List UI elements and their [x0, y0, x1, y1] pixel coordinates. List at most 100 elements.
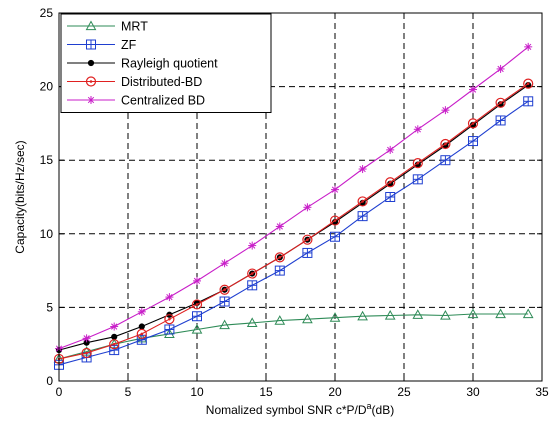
marker-star — [110, 322, 119, 331]
marker-square — [440, 155, 451, 166]
marker-square — [109, 345, 120, 356]
marker-circle-ring — [329, 215, 341, 226]
marker-star-d2 — [249, 242, 256, 249]
marker-square — [357, 211, 368, 222]
marker-star-d2 — [497, 65, 504, 73]
marker-circle — [357, 196, 368, 207]
marker-circle-ring — [191, 299, 203, 310]
marker-square — [192, 311, 202, 322]
marker-star-d2 — [166, 293, 173, 301]
marker-circle-ring — [136, 328, 147, 339]
marker-star — [220, 259, 229, 268]
marker-circle-dot — [499, 101, 502, 105]
x-tick-label: 25 — [397, 385, 411, 399]
series-line-centralized-bd — [58, 46, 529, 350]
marker-star — [496, 64, 505, 73]
marker-star-d2 — [469, 86, 477, 93]
marker-circle — [274, 252, 285, 263]
series-zf — [54, 96, 534, 370]
marker-circle-dot — [361, 200, 364, 203]
marker-star — [137, 307, 146, 316]
marker-star — [82, 334, 91, 343]
marker-circle-ring — [164, 314, 175, 325]
y-tick-label: 25 — [40, 6, 54, 20]
marker-circle-dot — [416, 161, 420, 165]
marker-dot — [87, 59, 95, 67]
marker-square — [330, 231, 340, 242]
x-tick-label: 20 — [328, 385, 342, 399]
marker-circle-dot — [444, 142, 447, 146]
marker-star-d2 — [525, 43, 532, 51]
marker-circle-dot — [168, 317, 171, 321]
marker-circle-ring — [495, 97, 506, 108]
marker-circle — [247, 268, 258, 279]
marker-circle — [109, 339, 120, 350]
axis-ticks: 0 5 10 15 20 25 30 35 0 5 10 15 20 25 — [40, 6, 549, 399]
legend-entry-zf: ZF — [67, 38, 137, 52]
y-tick-label: 10 — [40, 227, 54, 241]
marker-triangle — [274, 315, 286, 325]
marker-star — [413, 125, 422, 134]
marker-star-d2 — [83, 335, 90, 342]
x-tick-label: 10 — [190, 385, 204, 399]
marker-star — [303, 203, 312, 212]
marker-star — [87, 96, 95, 104]
marker-circle — [85, 76, 97, 87]
marker-square — [523, 96, 534, 107]
marker-circle — [302, 234, 313, 245]
marker-circle-dot — [112, 342, 116, 346]
marker-circle-ring — [357, 196, 368, 207]
marker-circle-ring — [440, 138, 451, 150]
legend-label: Distributed-BD — [121, 75, 202, 89]
marker-star-d2 — [414, 126, 421, 133]
marker-circle — [136, 328, 147, 339]
marker-star — [469, 85, 477, 94]
marker-circle-ring — [274, 252, 285, 263]
marker-circle-dot — [471, 122, 475, 125]
y-tick-label: 5 — [46, 300, 53, 314]
marker-circle-ring — [523, 78, 534, 89]
marker-square — [385, 192, 396, 202]
marker-star-d2 — [193, 277, 201, 285]
marker-star — [441, 106, 450, 115]
marker-circle-dot — [223, 288, 226, 292]
marker-circle-ring — [109, 339, 120, 350]
marker-triangle — [219, 319, 230, 330]
marker-square — [136, 334, 147, 345]
marker-dot — [138, 323, 145, 330]
legend-label: Rayleigh quotient — [121, 57, 218, 71]
marker-square — [247, 280, 258, 291]
marker-circle-ring — [219, 284, 230, 295]
x-tick-label: 35 — [535, 385, 549, 399]
marker-circle — [495, 97, 506, 108]
marker-square — [412, 174, 423, 185]
marker-circle-dot — [89, 80, 93, 83]
marker-triangle — [412, 309, 424, 319]
y-tick-label: 0 — [46, 374, 53, 388]
marker-square — [86, 39, 96, 50]
marker-square — [164, 324, 175, 335]
marker-square — [495, 115, 506, 126]
y-tick-label: 15 — [40, 153, 54, 167]
x-axis-label-sup: a — [367, 401, 372, 411]
x-tick-label: 15 — [259, 385, 273, 399]
marker-triangle — [85, 20, 97, 31]
marker-circle-dot — [388, 180, 392, 184]
marker-circle — [81, 347, 92, 359]
marker-circle-dot — [195, 303, 199, 306]
marker-square — [274, 265, 285, 276]
marker-circle-ring — [412, 158, 423, 169]
marker-dot — [111, 333, 118, 340]
marker-triangle — [495, 308, 506, 319]
marker-square — [302, 247, 313, 258]
marker-square — [468, 136, 478, 147]
marker-star-d2 — [331, 186, 339, 193]
marker-square — [219, 296, 230, 307]
marker-circle-ring — [385, 177, 396, 188]
marker-star-d2 — [359, 165, 366, 173]
legend-label: MRT — [121, 20, 148, 34]
marker-star-d2 — [276, 223, 283, 230]
marker-star-d2 — [304, 204, 311, 211]
